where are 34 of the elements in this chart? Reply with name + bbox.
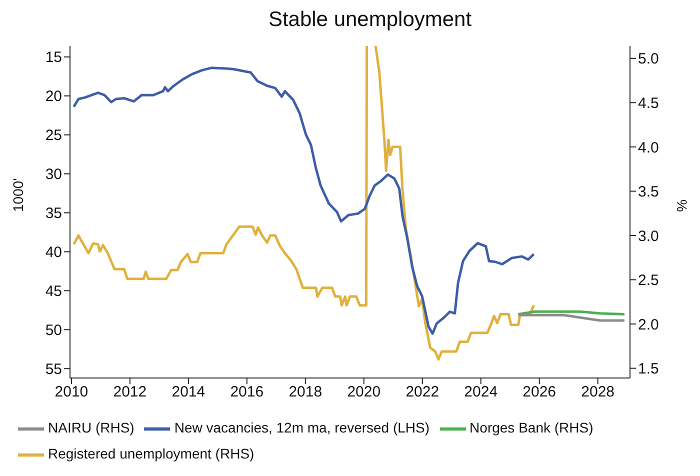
y2-tick-label: 5.0: [638, 50, 659, 68]
x-tick-label: 2012: [113, 384, 147, 401]
legend-label: Registered unemployment (RHS): [48, 446, 254, 462]
y2-axis-title: %: [674, 200, 690, 212]
y-tick-label: 35: [45, 205, 62, 222]
x-tick-label: 2020: [347, 384, 381, 401]
y-tick-label: 50: [45, 322, 62, 340]
x-tick-label: 2026: [522, 384, 556, 401]
y-tick-label: 20: [45, 88, 62, 106]
y-tick-label: 15: [45, 49, 62, 66]
legend-label: New vacancies, 12m ma, reversed (LHS): [174, 420, 430, 436]
y-tick-label: 25: [45, 127, 62, 144]
y2-tick-label: 4.5: [638, 94, 659, 112]
y2-tick-label: 2.5: [638, 272, 659, 290]
legend-label: NAIRU (RHS): [48, 420, 134, 436]
y2-tick-label: 4.0: [638, 139, 659, 156]
y-tick-label: 45: [45, 283, 62, 300]
x-tick-label: 2010: [54, 384, 88, 401]
x-tick-label: 2014: [172, 384, 206, 401]
x-tick-label: 2024: [464, 384, 498, 401]
x-tick-label: 2018: [288, 384, 322, 401]
chart-title: Stable unemployment: [267, 8, 473, 33]
y-tick-label: 40: [45, 244, 62, 262]
y-tick-label: 55: [45, 360, 62, 378]
y2-tick-label: 3.0: [638, 228, 659, 245]
y-axis-title: 1000': [10, 178, 26, 212]
x-tick-label: 2022: [406, 384, 440, 401]
legend-label: Norges Bank (RHS): [470, 420, 594, 436]
y-tick-label: 30: [45, 166, 62, 184]
y2-tick-label: 3.5: [638, 184, 659, 201]
x-tick-label: 2016: [230, 384, 264, 401]
x-tick-label: 2028: [581, 384, 615, 401]
y2-tick-label: 1.5: [638, 360, 659, 378]
y2-tick-label: 2.0: [638, 316, 659, 334]
